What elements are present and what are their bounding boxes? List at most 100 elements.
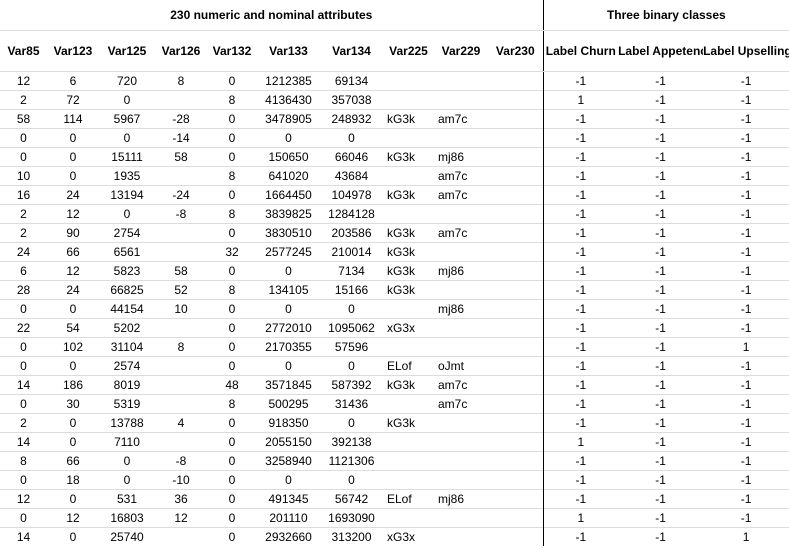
table-cell-label-appetency: -1 bbox=[618, 109, 704, 129]
table-cell-var85: 22 bbox=[0, 318, 47, 338]
table-cell-var126 bbox=[155, 242, 207, 262]
table-cell-var126: 10 bbox=[155, 299, 207, 319]
table-cell-var126: -24 bbox=[155, 185, 207, 205]
table-cell-var229 bbox=[434, 527, 488, 546]
table-cell-var132: 0 bbox=[207, 470, 257, 490]
table-cell-label-churn: -1 bbox=[543, 318, 619, 338]
table-row: 0 0 44154 10 0 0 0 mj86 -1 -1 -1 bbox=[0, 299, 789, 319]
table-row: 14 186 8019 48 3571845 587392 kG3k am7c -1 -1 -1 bbox=[0, 375, 789, 395]
table-cell-var125: 7110 bbox=[99, 432, 155, 452]
table-cell-var225: kG3k bbox=[383, 280, 434, 300]
table-cell-var125: 0 bbox=[99, 204, 155, 224]
table-cell-label-appetency: -1 bbox=[618, 394, 704, 414]
table-cell-var133: 2170355 bbox=[257, 337, 320, 357]
table-cell-var229 bbox=[434, 318, 488, 338]
table-cell-var125: 2754 bbox=[99, 223, 155, 243]
table-cell-var229 bbox=[434, 470, 488, 490]
table-cell-var132: 8 bbox=[207, 204, 257, 224]
table-cell-var126 bbox=[155, 318, 207, 338]
table-cell-label-churn: 1 bbox=[543, 90, 619, 110]
table-cell-var125: 1935 bbox=[99, 166, 155, 186]
table-cell-var230 bbox=[488, 299, 544, 319]
table-cell-label-appetency: -1 bbox=[618, 128, 704, 148]
table-cell-var134: 0 bbox=[320, 128, 383, 148]
table-cell-var132: 0 bbox=[207, 223, 257, 243]
table-cell-label-appetency: -1 bbox=[618, 527, 704, 546]
table-row: 2 90 2754 0 3830510 203586 kG3k am7c -1 -1 -1 bbox=[0, 223, 789, 243]
table-cell-label-appetency: -1 bbox=[618, 204, 704, 224]
table-cell-var225: kG3k bbox=[383, 413, 434, 433]
table-cell-var225 bbox=[383, 299, 434, 319]
table-cell-var133: 641020 bbox=[257, 166, 320, 186]
table-cell-var132: 0 bbox=[207, 489, 257, 509]
table-cell-label-appetency: -1 bbox=[618, 489, 704, 509]
table-row: 24 66 6561 32 2577245 210014 kG3k -1 -1 -1 bbox=[0, 242, 789, 262]
table-cell-label-churn: -1 bbox=[543, 242, 619, 262]
table-row: 0 0 15111 58 0 150650 66046 kG3k mj86 -1 -1 -1 bbox=[0, 147, 789, 167]
table-cell-var225: xG3x bbox=[383, 318, 434, 338]
table-cell-var125: 0 bbox=[99, 90, 155, 110]
table-cell-var225 bbox=[383, 508, 434, 528]
table-cell-label-upselling: -1 bbox=[703, 204, 789, 224]
table-cell-label-appetency: -1 bbox=[618, 71, 704, 91]
table-cell-var230 bbox=[488, 166, 544, 186]
table-cell-var125: 0 bbox=[99, 470, 155, 490]
table-cell-var229 bbox=[434, 280, 488, 300]
table-cell-var85: 0 bbox=[0, 394, 47, 414]
column-header-var134: Var134 bbox=[320, 30, 383, 72]
table-cell-var126: 36 bbox=[155, 489, 207, 509]
table-cell-var134: 31436 bbox=[320, 394, 383, 414]
table-cell-var123: 24 bbox=[47, 185, 99, 205]
table-cell-var126: -8 bbox=[155, 204, 207, 224]
group-header-classes: Three binary classes bbox=[543, 0, 789, 31]
table-cell-label-upselling: -1 bbox=[703, 90, 789, 110]
table-cell-label-upselling: -1 bbox=[703, 242, 789, 262]
table-cell-label-churn: -1 bbox=[543, 166, 619, 186]
table-cell-var85: 10 bbox=[0, 166, 47, 186]
table-cell-var225: kG3k bbox=[383, 223, 434, 243]
table-cell-label-upselling: -1 bbox=[703, 394, 789, 414]
table-cell-var134: 0 bbox=[320, 470, 383, 490]
table-cell-var133: 3839825 bbox=[257, 204, 320, 224]
table-cell-label-appetency: -1 bbox=[618, 413, 704, 433]
table-cell-var85: 12 bbox=[0, 71, 47, 91]
table-cell-var229 bbox=[434, 451, 488, 471]
table-cell-var126: 52 bbox=[155, 280, 207, 300]
table-cell-var126 bbox=[155, 432, 207, 452]
table-row: 0 12 16803 12 0 201110 1693090 1 -1 -1 bbox=[0, 508, 789, 528]
table-cell-var225: kG3k bbox=[383, 109, 434, 129]
table-cell-var85: 0 bbox=[0, 299, 47, 319]
table-cell-var85: 0 bbox=[0, 337, 47, 357]
table-cell-var134: 587392 bbox=[320, 375, 383, 395]
table-cell-label-appetency: -1 bbox=[618, 337, 704, 357]
table-cell-var230 bbox=[488, 109, 544, 129]
table-cell-var225 bbox=[383, 204, 434, 224]
table-cell-var134: 392138 bbox=[320, 432, 383, 452]
table-cell-var85: 6 bbox=[0, 261, 47, 281]
table-cell-var123: 0 bbox=[47, 166, 99, 186]
column-header-label-appetency: Label Appetency bbox=[618, 30, 704, 72]
table-cell-var126: -28 bbox=[155, 109, 207, 129]
table-cell-label-appetency: -1 bbox=[618, 508, 704, 528]
table-cell-var133: 0 bbox=[257, 470, 320, 490]
table-row: 12 6 720 8 0 1212385 69134 -1 -1 -1 bbox=[0, 71, 789, 91]
table-cell-var230 bbox=[488, 470, 544, 490]
table-cell-var85: 14 bbox=[0, 375, 47, 395]
table-cell-var132: 0 bbox=[207, 337, 257, 357]
table-cell-label-appetency: -1 bbox=[618, 318, 704, 338]
table-cell-var230 bbox=[488, 394, 544, 414]
table-cell-var123: 66 bbox=[47, 242, 99, 262]
table-cell-var229 bbox=[434, 71, 488, 91]
column-header-label-churn: Label Churn bbox=[543, 30, 619, 72]
table-row: 6 12 5823 58 0 0 7134 kG3k mj86 -1 -1 -1 bbox=[0, 261, 789, 281]
table-cell-var132: 0 bbox=[207, 128, 257, 148]
table-cell-var123: 114 bbox=[47, 109, 99, 129]
table-cell-var85: 8 bbox=[0, 451, 47, 471]
table-cell-label-upselling: -1 bbox=[703, 470, 789, 490]
table-cell-label-churn: 1 bbox=[543, 508, 619, 528]
table-cell-var123: 0 bbox=[47, 356, 99, 376]
table-row: 14 0 25740 0 2932660 313200 xG3x -1 -1 1 bbox=[0, 527, 789, 546]
table-cell-label-churn: -1 bbox=[543, 204, 619, 224]
table-cell-var125: 31104 bbox=[99, 337, 155, 357]
table-cell-label-upselling: -1 bbox=[703, 489, 789, 509]
